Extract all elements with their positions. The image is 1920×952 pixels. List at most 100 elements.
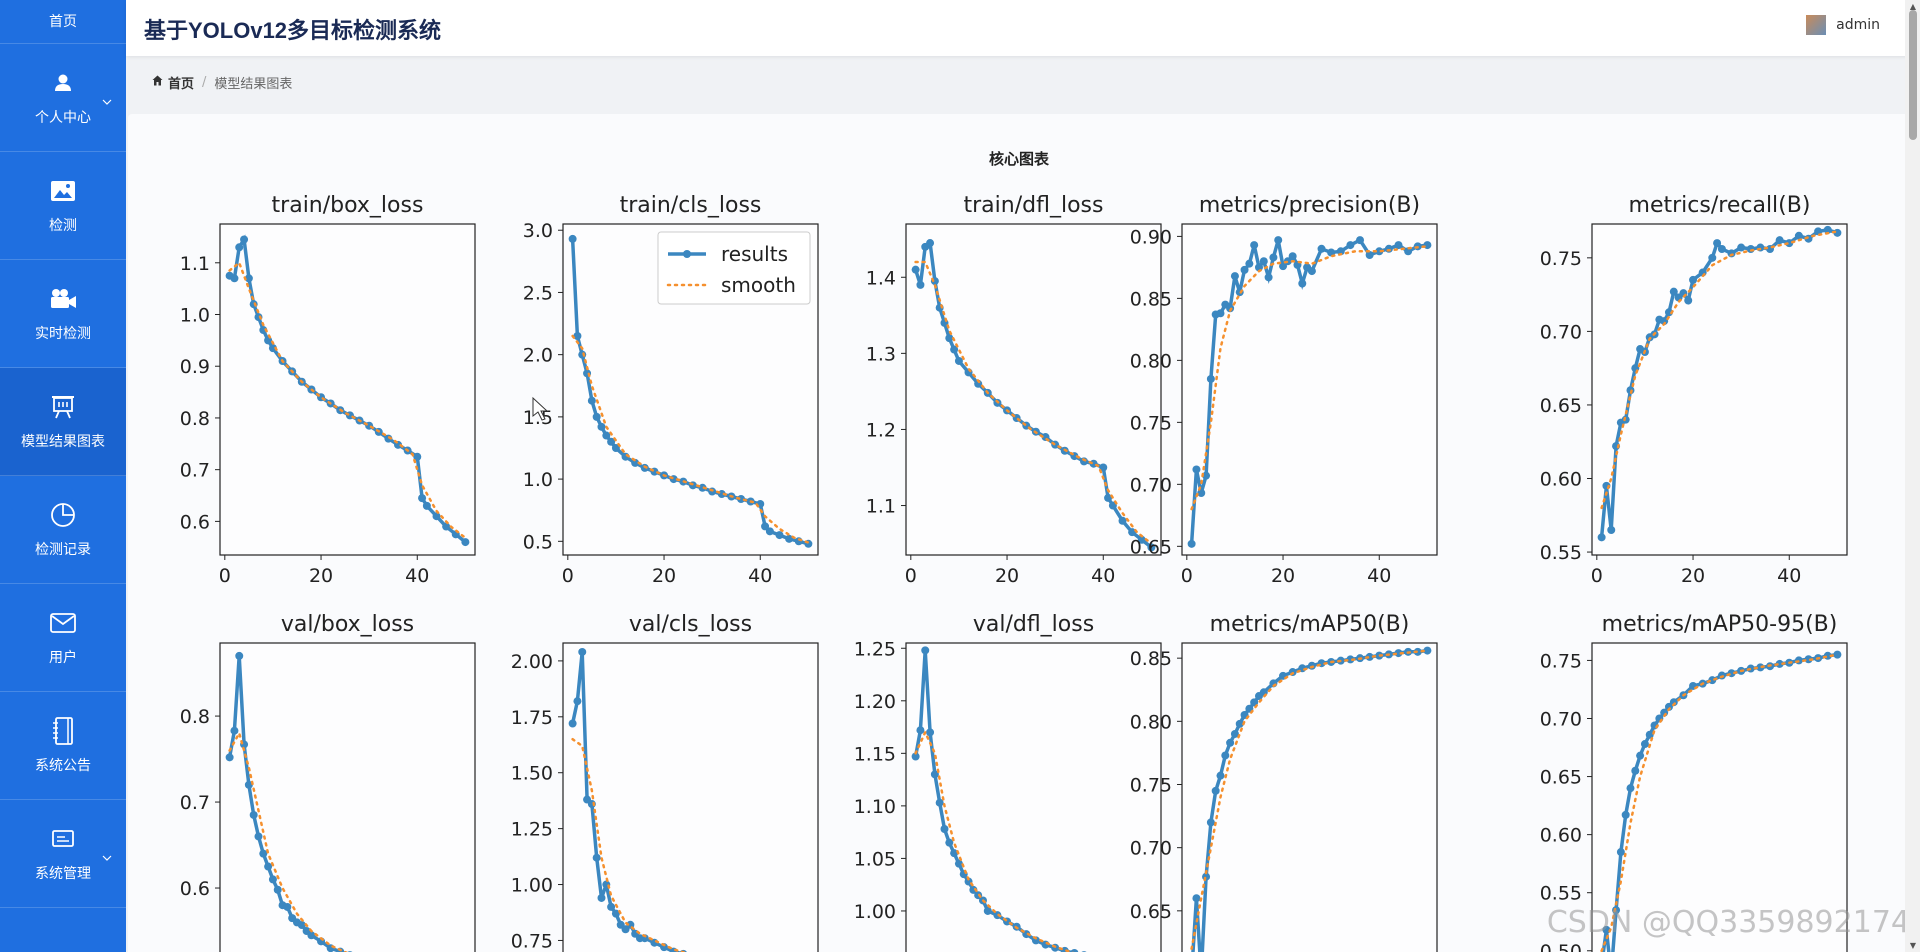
data-point [1375,247,1384,256]
x-tick-label: 40 [1777,565,1801,587]
sidebar: 首页 个人中心 检测 实时检测 模型结果图表 检测记录 [0,0,126,952]
data-point [1226,738,1235,747]
data-point [1216,309,1225,318]
y-tick-label: 1.1 [866,496,896,518]
data-point [230,274,239,283]
data-point [1684,296,1693,305]
data-point [1230,729,1239,738]
data-point [1794,231,1803,240]
data-point [1631,766,1640,775]
data-point [1216,771,1225,780]
data-point [1279,262,1288,271]
y-tick-label: 2.0 [523,345,553,367]
mail-icon [49,609,77,637]
y-tick-label: 0.65 [1130,901,1172,923]
data-point [607,902,616,911]
top-header: 基于YOLOv12多目标检测系统 admin [126,0,1920,56]
y-tick-label: 0.75 [1130,774,1172,796]
sidebar-item-detect[interactable]: 检测 [0,152,126,260]
chevron-down-icon [102,846,112,865]
y-tick-label: 0.85 [1130,648,1172,670]
y-tick-label: 1.4 [866,267,896,289]
y-tick-label: 0.6 [180,878,210,900]
sidebar-item-announcements[interactable]: 系统公告 [0,692,126,800]
plot-area [905,642,1162,952]
page-scrollbar[interactable]: ▲ ▼ [1905,0,1920,952]
data-point [1245,259,1254,268]
data-point [1708,253,1717,262]
data-point [268,875,277,884]
y-tick-label: 1.1 [180,253,210,275]
user-icon [49,69,77,97]
data-point [597,422,606,431]
chart-title: metrics/precision(B) [1199,193,1420,218]
sidebar-item-model-charts[interactable]: 模型结果图表 [0,368,126,476]
data-point [1775,659,1784,668]
avatar[interactable] [1806,15,1827,35]
data-point [230,726,239,735]
scroll-down-icon[interactable]: ▼ [1909,941,1916,950]
data-point [297,920,306,929]
data-point [1147,543,1156,552]
sidebar-item-realtime-detect[interactable]: 实时检测 [0,260,126,368]
y-tick-label: 0.50 [1540,941,1582,952]
data-point [1636,751,1645,760]
data-point [1099,463,1108,472]
sidebar-item-label: 实时检测 [35,325,91,342]
data-point [1104,493,1113,502]
data-point [1192,894,1201,903]
sidebar-item-label: 检测 [49,217,77,234]
data-point [249,300,258,309]
data-point [244,780,253,789]
sidebar-item-profile[interactable]: 个人中心 [0,44,126,152]
scroll-thumb[interactable] [1909,10,1917,140]
data-point [573,331,582,340]
data-point [244,274,253,283]
data-point [1607,525,1616,534]
y-tick-label: 1.20 [854,691,896,713]
user-menu[interactable]: admin [1806,15,1880,35]
y-tick-label: 1.25 [511,819,553,841]
data-point [578,647,587,656]
y-tick-label: 0.8 [180,706,210,728]
series-smooth-line [571,737,688,952]
y-tick-label: 1.00 [511,875,553,897]
chart-title: val/cls_loss [629,612,752,637]
chart-title: val/dfl_loss [973,612,1094,637]
sidebar-item-system-admin[interactable]: 系统管理 [0,800,126,908]
chevron-down-icon [102,90,112,109]
data-point [1206,374,1215,383]
camera-icon [49,285,77,313]
y-tick-label: 1.00 [854,901,896,923]
data-point [954,356,963,365]
sidebar-item-users[interactable]: 用户 [0,584,126,692]
scroll-up-icon[interactable]: ▲ [1909,2,1916,11]
data-point [945,334,954,343]
chart-title: train/dfl_loss [964,193,1104,218]
data-point [1346,655,1355,664]
data-point [950,849,959,858]
data-point [1394,649,1403,658]
data-point [1365,250,1374,259]
data-point [1785,239,1794,248]
sidebar-item-label: 首页 [49,13,77,30]
series-smooth-line [1600,230,1839,510]
mouse-cursor-icon [532,396,549,421]
y-tick-label: 0.65 [1130,536,1172,558]
y-tick-label: 0.85 [1130,288,1172,310]
username[interactable]: admin [1836,17,1880,33]
data-point [1823,225,1832,234]
sidebar-item-home[interactable]: 首页 [0,0,126,44]
sidebar-item-detect-records[interactable]: 检测记录 [0,476,126,584]
data-point [1640,740,1649,749]
data-point [1250,241,1259,250]
data-point [926,728,935,737]
plot-area [1181,642,1438,952]
data-point [259,849,268,858]
data-point [921,646,930,655]
series-smooth-line [1190,245,1429,511]
data-point [1197,489,1206,498]
data-point [249,810,258,819]
chart-title: metrics/mAP50(B) [1210,612,1410,637]
breadcrumb-home[interactable]: 首页 [168,77,195,92]
